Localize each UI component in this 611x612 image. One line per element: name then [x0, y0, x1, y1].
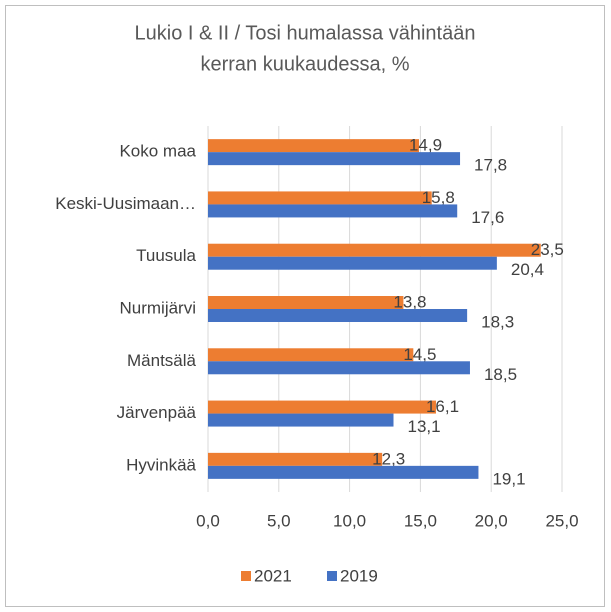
bar	[208, 348, 414, 362]
x-tick-label: 15,0	[404, 511, 437, 530]
y-tick-label: Hyvinkää	[126, 455, 196, 474]
data-label: 17,8	[474, 156, 507, 175]
bar	[208, 191, 432, 205]
y-tick-label: Mäntsälä	[127, 351, 197, 370]
data-label: 16,1	[426, 397, 459, 416]
bar	[208, 309, 468, 322]
y-tick-label: Keski-Uusimaan…	[55, 194, 196, 213]
data-label: 20,4	[511, 260, 544, 279]
x-tick-label: 20,0	[475, 511, 508, 530]
bar	[208, 296, 404, 309]
data-label: 14,5	[403, 345, 436, 364]
data-label: 12,3	[372, 449, 405, 468]
x-tick-label: 0,0	[196, 511, 220, 530]
x-tick-label: 10,0	[333, 511, 366, 530]
bar	[208, 152, 461, 166]
bar	[208, 465, 479, 479]
bar	[208, 361, 470, 375]
bar	[208, 204, 458, 218]
bar	[208, 139, 419, 153]
chart-title: Lukio I & II / Tosi humalassa vähintään	[135, 22, 476, 44]
data-label: 13,8	[393, 292, 426, 311]
legend-swatch	[241, 571, 251, 581]
data-label: 17,6	[471, 208, 504, 227]
data-label: 23,5	[531, 240, 564, 259]
bar	[208, 413, 394, 427]
bar	[208, 256, 497, 270]
y-tick-label: Järvenpää	[117, 403, 197, 422]
data-label: 19,1	[492, 469, 525, 488]
x-tick-label: 25,0	[545, 511, 578, 530]
chart-title: kerran kuukaudessa, %	[200, 53, 409, 75]
bar	[208, 452, 383, 466]
data-label: 14,9	[409, 136, 442, 155]
x-tick-label: 5,0	[267, 511, 291, 530]
bar	[208, 243, 541, 257]
data-label: 18,3	[481, 312, 514, 331]
legend-label: 2021	[254, 566, 292, 585]
bar	[208, 400, 436, 414]
y-tick-label: Nurmijärvi	[120, 298, 197, 317]
data-label: 15,8	[422, 188, 455, 207]
data-label: 13,1	[407, 417, 440, 436]
legend-swatch	[327, 571, 337, 581]
data-label: 18,5	[484, 365, 517, 384]
legend-label: 2019	[340, 566, 378, 585]
y-tick-label: Koko maa	[119, 142, 196, 161]
y-tick-label: Tuusula	[136, 246, 196, 265]
